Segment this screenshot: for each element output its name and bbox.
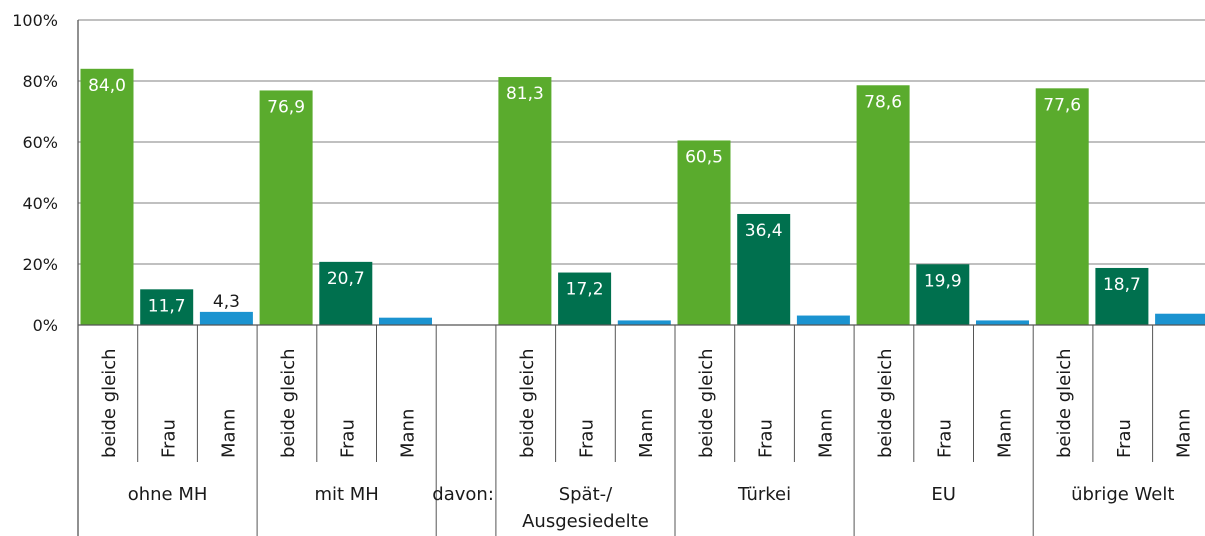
sub-category-label: Mann	[636, 409, 657, 458]
sub-category-label: Mann	[1173, 409, 1194, 458]
bar	[1035, 88, 1089, 325]
data-label: 17,2	[566, 280, 604, 300]
bar	[796, 315, 850, 325]
data-label: 84,0	[88, 76, 126, 96]
group-label: übrige Welt	[1071, 484, 1174, 505]
bar	[1155, 313, 1205, 325]
bars	[80, 68, 1205, 326]
sub-category-label: Frau	[1114, 419, 1135, 458]
bar	[379, 317, 432, 325]
y-tick-label: 20%	[22, 255, 58, 274]
data-label: 4,3	[213, 292, 240, 312]
bar	[259, 90, 313, 325]
y-tick-label: 60%	[22, 133, 58, 152]
data-label: 19,9	[924, 271, 962, 291]
bar	[498, 77, 552, 325]
bar	[916, 264, 970, 325]
sub-category-label: Frau	[576, 419, 597, 458]
sub-category-label: beide gleich	[696, 348, 717, 458]
data-label: 36,4	[745, 221, 783, 241]
data-label: 78,6	[864, 92, 902, 112]
y-tick-label: 80%	[22, 72, 58, 91]
data-label: 11,7	[148, 296, 186, 316]
group-label: ohne MH	[128, 484, 208, 505]
data-label: 20,7	[327, 269, 365, 289]
sub-category-label: Mann	[994, 409, 1015, 458]
data-labels: 84,0 11,7 4,3 76,9 20,7 81,3 17,2 60,5 36,4 78,6 1…	[88, 76, 1141, 317]
bar	[199, 311, 253, 325]
sub-category-label: Frau	[756, 419, 777, 458]
y-tick-label: 0%	[33, 316, 58, 335]
bar	[617, 320, 671, 325]
sub-category-label: beide gleich	[517, 348, 538, 458]
category-axis-lines	[77, 20, 1205, 536]
sub-category-label: Mann	[815, 409, 836, 458]
bar	[319, 261, 373, 325]
sub-category-label: beide gleich	[1054, 348, 1075, 458]
data-label: 81,3	[506, 84, 544, 104]
sub-category-label: Frau	[159, 419, 180, 458]
sub-category-label: Frau	[338, 419, 359, 458]
group-label: Ausgesiedelte	[522, 511, 649, 532]
data-label: 60,5	[685, 147, 723, 167]
group-label: mit MH	[314, 484, 378, 505]
bar	[677, 140, 731, 325]
bar	[80, 68, 134, 326]
sub-category-label: beide gleich	[278, 348, 299, 458]
sub-category-label: Mann	[218, 409, 239, 458]
sub-category-label: beide gleich	[99, 348, 120, 458]
group-label: Spät-/	[559, 484, 613, 505]
bar	[1095, 267, 1149, 325]
bar	[976, 320, 1029, 325]
davon-label: davon:	[432, 484, 494, 505]
sub-category-label: Frau	[935, 419, 956, 458]
y-axis-ticks: 0% 20% 40% 60% 80% 100%	[12, 11, 58, 335]
y-tick-label: 100%	[12, 11, 58, 30]
group-label: EU	[931, 484, 956, 505]
bar	[856, 85, 910, 326]
bar	[558, 272, 612, 325]
bar	[737, 213, 791, 325]
category-labels: beide gleich Frau Mann beide gleich Frau Mann…	[99, 348, 1195, 532]
data-label: 77,6	[1043, 95, 1081, 115]
sub-category-label: beide gleich	[875, 348, 896, 458]
bar	[140, 289, 194, 325]
group-label: Türkei	[737, 484, 791, 505]
sub-category-label: Mann	[397, 409, 418, 458]
data-label: 18,7	[1103, 275, 1141, 295]
y-tick-label: 40%	[22, 194, 58, 213]
data-label: 76,9	[267, 97, 305, 117]
